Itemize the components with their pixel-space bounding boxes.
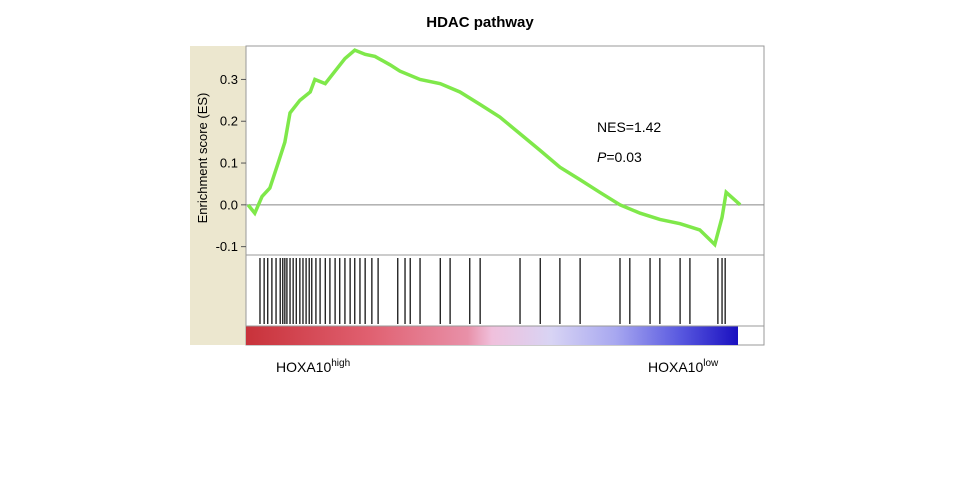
es-curve — [246, 48, 742, 248]
x-label: HOXA10 — [648, 359, 703, 375]
annotation: NES=1.42 — [597, 119, 661, 135]
axis-band — [190, 46, 246, 345]
annotation: =0.03 — [606, 149, 642, 165]
rank-bar — [246, 326, 738, 345]
y-tick-label: 0.2 — [220, 114, 238, 129]
y-tick-label: -0.1 — [216, 239, 238, 254]
y-tick-label: 0.1 — [220, 156, 238, 171]
x-label: high — [331, 358, 350, 369]
x-label: HOXA10high — [276, 358, 350, 375]
plot-frame — [245, 45, 765, 346]
chart: HDAC pathway Enrichment score (ES) NES=1… — [190, 14, 765, 375]
y-tick-label: 0.3 — [220, 72, 238, 87]
x-label: HOXA10 — [276, 359, 331, 375]
annotation: P=0.03 — [597, 149, 642, 165]
y-tick-label: 0.0 — [220, 197, 238, 212]
x-label: low — [703, 358, 719, 369]
chart-title: HDAC pathway — [426, 14, 534, 31]
x-label: HOXA10low — [648, 358, 719, 375]
annotation: P — [597, 149, 607, 165]
y-axis-label: Enrichment score (ES) — [195, 93, 210, 224]
